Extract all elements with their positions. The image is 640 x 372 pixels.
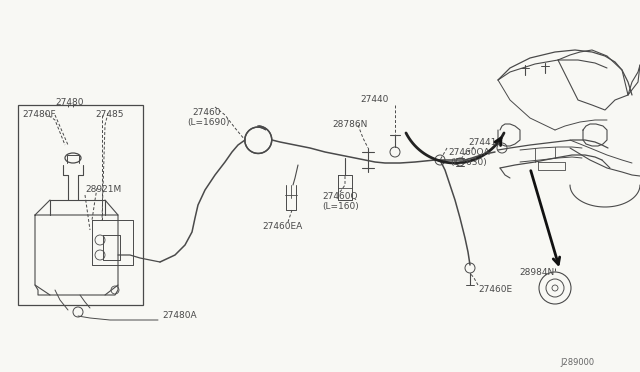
Text: 27460EA: 27460EA (262, 222, 302, 231)
Text: J289000: J289000 (560, 358, 594, 367)
Text: (L=1690): (L=1690) (187, 118, 230, 127)
Text: (L=630): (L=630) (450, 158, 487, 167)
Text: 27480: 27480 (55, 98, 83, 107)
Text: 28921M: 28921M (85, 185, 121, 194)
Text: 27440: 27440 (361, 95, 389, 104)
Text: 27460Q: 27460Q (322, 192, 358, 201)
Text: 27441: 27441 (468, 138, 497, 147)
Text: (L=160): (L=160) (322, 202, 359, 211)
Text: 27460: 27460 (192, 108, 221, 117)
Text: 27480F: 27480F (22, 110, 56, 119)
Text: 28984N: 28984N (520, 268, 555, 277)
Text: 27485: 27485 (95, 110, 124, 119)
Text: 27480A: 27480A (162, 311, 196, 321)
Bar (18, 105, 143, 305)
Text: 27460E: 27460E (478, 285, 512, 294)
Text: 27460QA: 27460QA (448, 148, 490, 157)
Text: 28786N: 28786N (332, 120, 367, 129)
